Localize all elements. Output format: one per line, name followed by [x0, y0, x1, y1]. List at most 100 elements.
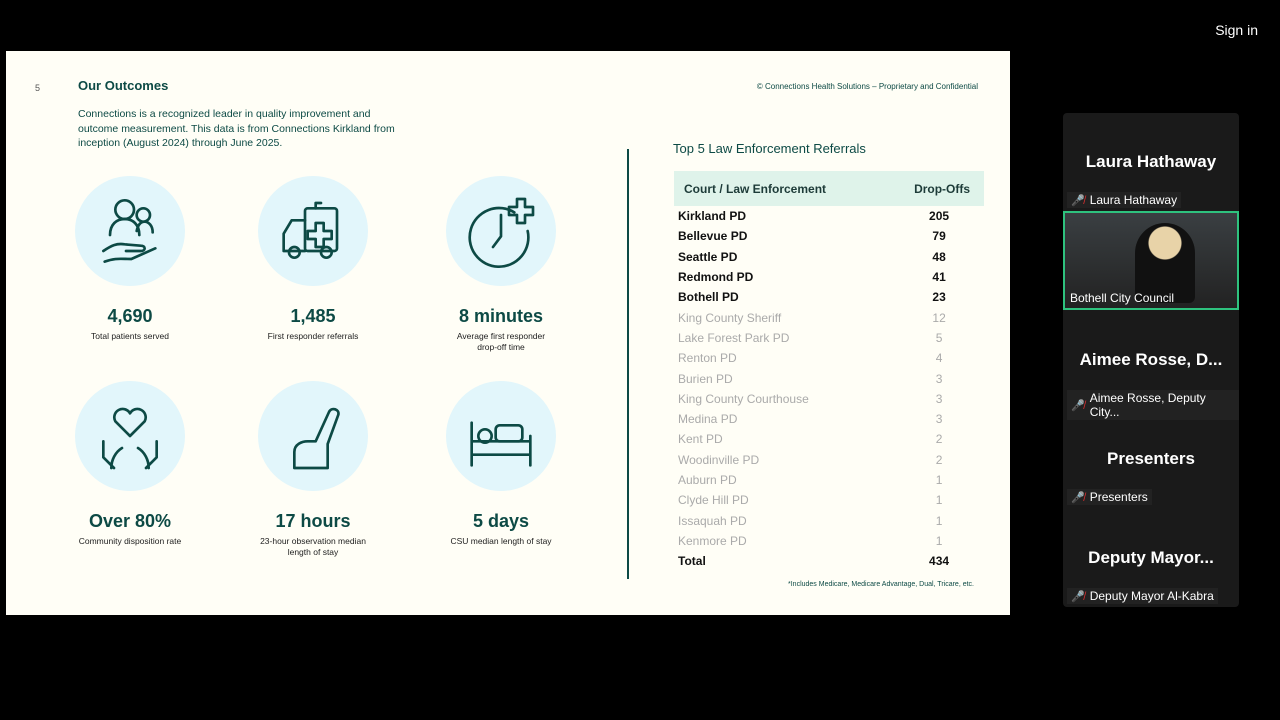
- table-row: Issaquah PD 1: [674, 510, 984, 530]
- table-row: Bellevue PD 79: [674, 226, 984, 246]
- table-row: Redmond PD 41: [674, 267, 984, 287]
- stat-value: 4,690: [107, 306, 153, 326]
- agency-name: Bothell PD: [678, 290, 739, 305]
- drop-off-count: 3: [935, 371, 943, 386]
- divider: [627, 149, 629, 579]
- stat-value: 8 minutes: [458, 306, 544, 326]
- participant-label-text: Deputy Mayor Al-Kabra: [1089, 589, 1214, 603]
- mic-muted-icon: 🎤̸: [1071, 491, 1085, 504]
- agency-name: Redmond PD: [678, 270, 754, 285]
- agency-name: Medina PD: [678, 412, 738, 427]
- column-header: Drop-Offs: [890, 171, 984, 206]
- drop-off-count: 23: [932, 290, 946, 305]
- icon-circle: [75, 381, 185, 491]
- participant-label[interactable]: 🎤̸ Presenters: [1067, 489, 1152, 505]
- agency-name: Woodinville PD: [678, 452, 760, 467]
- table-row: Clyde Hill PD 1: [674, 490, 984, 510]
- table-row: Burien PD 3: [674, 368, 984, 388]
- stat-card: 4,690 Total patients served: [45, 176, 215, 342]
- table-row: Seattle PD 48: [674, 247, 984, 267]
- agency-name: King County Sheriff: [678, 310, 782, 325]
- table-row: Kirkland PD 205: [674, 206, 984, 226]
- icon-circle: [446, 381, 556, 491]
- ambulance-icon: [282, 201, 339, 259]
- table-row: Medina PD 3: [674, 409, 984, 429]
- drop-off-count: 205: [929, 209, 950, 224]
- drop-off-count: 41: [932, 270, 946, 285]
- participant-label[interactable]: 🎤̸ Aimee Rosse, Deputy City...: [1067, 390, 1239, 420]
- drop-off-count: 2: [935, 432, 943, 447]
- total-row: Total 434: [674, 551, 984, 571]
- stat-card: 8 minutes Average first responder drop-of…: [416, 176, 586, 353]
- table-row: Auburn PD 1: [674, 470, 984, 490]
- participant-name: Deputy Mayor...: [1088, 548, 1214, 567]
- drop-off-count: 3: [935, 412, 943, 427]
- drop-off-count: 79: [932, 229, 946, 244]
- stat-value: 1,485: [290, 306, 336, 326]
- agency-name: Bellevue PD: [678, 229, 748, 244]
- bed-icon: [470, 421, 532, 467]
- stat-label: First responder referrals: [267, 331, 359, 341]
- table-row: Renton PD 4: [674, 348, 984, 368]
- table-row: Kenmore PD 1: [674, 531, 984, 551]
- stat-card: 1,485 First responder referrals: [228, 176, 398, 342]
- clock-plus-icon: [468, 197, 535, 269]
- recliner-icon: [293, 407, 340, 470]
- drop-off-count: 2: [935, 452, 943, 467]
- stat-card: Over 80% Community disposition rate: [45, 381, 215, 547]
- agency-name: Clyde Hill PD: [678, 493, 749, 508]
- participant-label-text: Laura Hathaway: [1089, 193, 1178, 207]
- referrals-table: Court / Law Enforcement Drop-Offs Kirkla…: [674, 171, 984, 571]
- column-header: Court / Law Enforcement: [674, 171, 891, 206]
- drop-off-count: 3: [935, 391, 943, 406]
- slide-title: Our Outcomes: [78, 78, 169, 93]
- stat-label: Average first responder drop-off time: [456, 331, 546, 352]
- icon-circle: [75, 176, 185, 286]
- table-title: Top 5 Law Enforcement Referrals: [673, 141, 866, 156]
- icon-circle: [258, 381, 368, 491]
- sign-in-link[interactable]: Sign in: [1215, 22, 1258, 38]
- participant-label-text: Presenters: [1089, 490, 1148, 504]
- participant-label[interactable]: 🎤̸ Laura Hathaway: [1067, 192, 1182, 208]
- drop-off-count: 1: [935, 493, 943, 508]
- table-row: Bothell PD 23: [674, 287, 984, 307]
- active-video-tile[interactable]: Bothell City Council: [1063, 211, 1239, 310]
- table-row: King County Sheriff 12: [674, 307, 984, 327]
- drop-off-count: 5: [935, 330, 943, 345]
- slide-intro: Connections is a recognized leader in qu…: [78, 108, 395, 149]
- participant-label[interactable]: 🎤̸ Deputy Mayor Al-Kabra: [1067, 588, 1218, 604]
- participant-name: Aimee Rosse, D...: [1079, 350, 1223, 369]
- stat-label: 23-hour observation median length of sta…: [260, 536, 366, 557]
- mic-muted-icon: 🎤̸: [1071, 590, 1085, 603]
- agency-name: Kent PD: [678, 432, 723, 447]
- participants-panel: Laura Hathaway 🎤̸ Laura Hathaway Bothell …: [1063, 113, 1239, 607]
- agency-name: Burien PD: [678, 371, 733, 386]
- stat-label: Total patients served: [91, 331, 169, 341]
- participant-name: Presenters: [1107, 449, 1195, 468]
- agency-name: Seattle PD: [678, 249, 738, 264]
- table-row: Woodinville PD 2: [674, 450, 984, 470]
- stat-value: 5 days: [472, 511, 530, 531]
- stat-label: Community disposition rate: [78, 536, 182, 546]
- stat-value: 17 hours: [275, 511, 351, 531]
- agency-name: Kenmore PD: [678, 533, 747, 548]
- table-row: Kent PD 2: [674, 429, 984, 449]
- presentation-slide: 5 Our Outcomes Connections is a recogniz…: [6, 51, 1010, 615]
- video-person: [1135, 223, 1195, 303]
- stat-card: 5 days CSU median length of stay: [416, 381, 586, 547]
- drop-off-count: 4: [935, 351, 943, 366]
- drop-off-count: 48: [932, 249, 946, 264]
- drop-off-count: 12: [932, 310, 946, 325]
- icon-circle: [446, 176, 556, 286]
- table-row: King County Courthouse 3: [674, 389, 984, 409]
- drop-off-count: 1: [935, 533, 943, 548]
- drop-off-count: 1: [935, 473, 943, 487]
- heart-hands-icon: [102, 407, 159, 470]
- video-label: Bothell City Council: [1070, 291, 1175, 305]
- copyright: © Connections Health Solutions – Proprie…: [756, 82, 978, 91]
- mic-muted-icon: 🎤̸: [1071, 194, 1085, 207]
- agency-name: King County Courthouse: [678, 391, 809, 406]
- icon-circle: [258, 176, 368, 286]
- mic-muted-icon: 🎤̸: [1071, 399, 1085, 412]
- agency-name: Renton PD: [678, 351, 737, 366]
